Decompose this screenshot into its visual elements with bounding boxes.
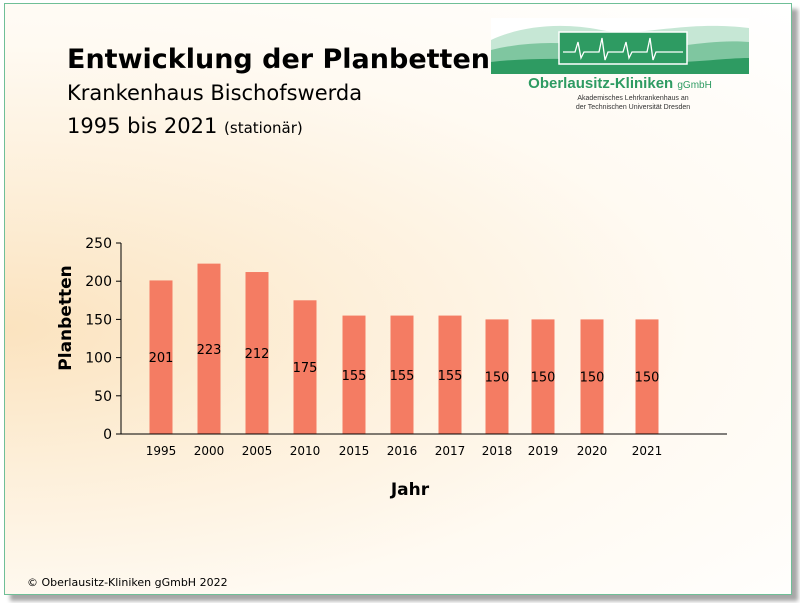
x-tick-label: 1995 bbox=[146, 444, 177, 458]
page-title: Entwicklung der Planbetten bbox=[67, 44, 490, 75]
logo-name-text: Oberlausitz-Kliniken bbox=[528, 75, 674, 92]
bar bbox=[390, 315, 414, 434]
bar-chart: 0 50 100 150 200 250 201 223 212 175 155 155 155 150 1… bbox=[56, 236, 727, 500]
x-tick-label: 2019 bbox=[528, 444, 559, 458]
logo: Oberlausitz-Kliniken gGmbH Akademisches … bbox=[491, 18, 749, 118]
bar-value-label: 175 bbox=[293, 361, 318, 376]
bar-value-label: 155 bbox=[390, 369, 415, 384]
y-axis-title: Planbetten bbox=[56, 265, 76, 370]
bar-value-label: 150 bbox=[580, 371, 605, 386]
logo-tagline: Akademisches Lehrkrankenhaus an der Tech… bbox=[553, 94, 713, 112]
bar bbox=[531, 319, 555, 434]
bar bbox=[245, 272, 269, 434]
logo-banner-icon bbox=[491, 18, 749, 74]
x-tick-label: 2017 bbox=[435, 444, 466, 458]
y-tick-label: 150 bbox=[85, 312, 112, 328]
bar-value-label: 155 bbox=[438, 369, 463, 384]
logo-name-suffix: gGmbH bbox=[677, 80, 712, 91]
slide: Entwicklung der Planbetten Krankenhaus B… bbox=[4, 3, 792, 595]
x-axis-title: Jahr bbox=[390, 480, 430, 500]
bar-value-label: 155 bbox=[342, 369, 367, 384]
bar-value-label: 150 bbox=[485, 371, 510, 386]
x-tick-label: 2021 bbox=[632, 444, 663, 458]
x-tick-label: 2015 bbox=[339, 444, 370, 458]
logo-tagline-line2: der Technischen Universität Dresden bbox=[575, 104, 691, 111]
y-tick-label: 100 bbox=[85, 351, 112, 367]
x-tick-label: 2005 bbox=[242, 444, 273, 458]
page-subtitle: Krankenhaus Bischofswerda bbox=[67, 81, 363, 105]
bar-value-label: 150 bbox=[531, 371, 556, 386]
bar-value-label: 223 bbox=[197, 343, 222, 358]
period-text: 1995 bis 2021 bbox=[67, 114, 218, 138]
bar-value-label: 212 bbox=[245, 347, 270, 362]
bar bbox=[342, 315, 366, 434]
x-tick-label: 2018 bbox=[482, 444, 513, 458]
logo-name: Oberlausitz-Kliniken gGmbH bbox=[491, 75, 749, 92]
bar bbox=[293, 300, 317, 434]
bar bbox=[438, 315, 462, 434]
y-tick-label: 0 bbox=[103, 427, 112, 443]
y-tick-label: 250 bbox=[85, 236, 112, 252]
bar bbox=[635, 319, 659, 434]
x-tick-label: 2010 bbox=[290, 444, 321, 458]
logo-tagline-line1: Akademisches Lehrkrankenhaus an bbox=[577, 95, 689, 102]
copyright: © Oberlausitz-Kliniken gGmbH 2022 bbox=[27, 576, 228, 589]
period-line: 1995 bis 2021 (stationär) bbox=[67, 114, 303, 138]
bar-value-label: 150 bbox=[635, 371, 660, 386]
bar-value-label: 201 bbox=[149, 351, 174, 366]
bar bbox=[580, 319, 604, 434]
x-tick-label: 2000 bbox=[194, 444, 225, 458]
y-tick-label: 200 bbox=[85, 274, 112, 290]
bar bbox=[149, 280, 173, 434]
x-tick-label: 2020 bbox=[577, 444, 608, 458]
bar bbox=[197, 263, 221, 434]
y-tick-label: 50 bbox=[94, 389, 112, 405]
x-tick-label: 2016 bbox=[387, 444, 418, 458]
bar bbox=[485, 319, 509, 434]
period-note: (stationär) bbox=[224, 119, 303, 137]
